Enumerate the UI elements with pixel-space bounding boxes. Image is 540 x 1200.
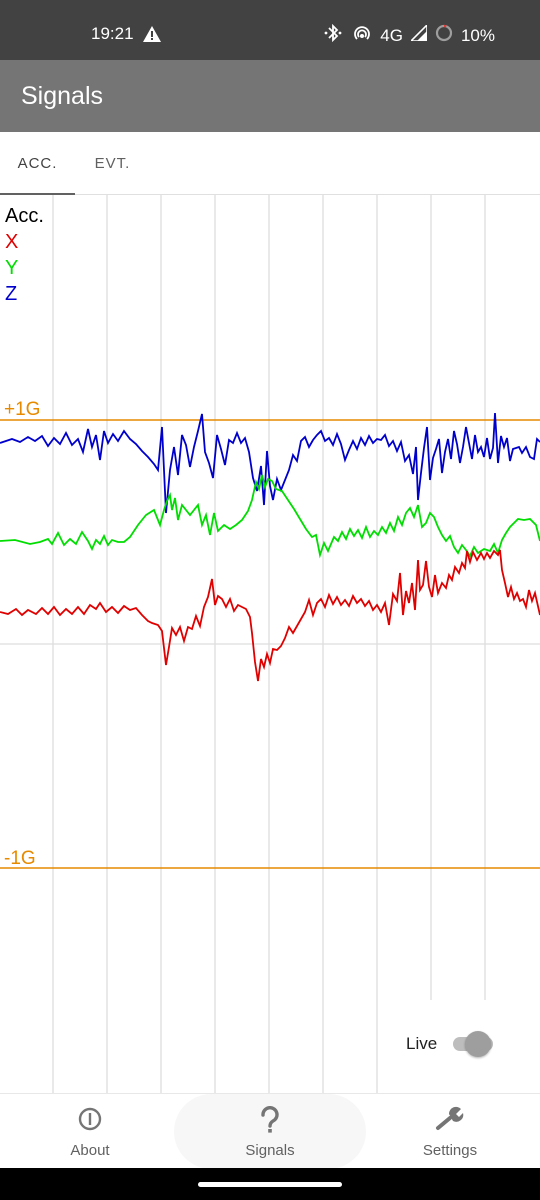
series-x-line <box>0 549 540 682</box>
legend-z: Z <box>5 283 18 305</box>
acceleration-chart: +1G -1G Acc. X Y Z <box>0 195 540 1093</box>
tab-bar: ACC. EVT. <box>0 132 540 195</box>
bluetooth-icon <box>324 23 344 47</box>
wrench-icon <box>360 1106 540 1134</box>
live-switch[interactable] <box>451 1030 495 1058</box>
tab-indicator <box>0 193 75 195</box>
battery-icon <box>435 24 453 47</box>
live-switch-thumb <box>465 1031 492 1057</box>
battery-level: 10% <box>460 25 495 45</box>
live-toggle-row: Live <box>406 1030 495 1058</box>
signal-icon <box>409 23 428 46</box>
legend-y: Y <box>5 257 19 279</box>
app-bar: Signals <box>0 60 540 132</box>
legend-title: Acc. <box>5 205 44 227</box>
home-gesture-handle[interactable] <box>198 1182 342 1187</box>
nav-signals-label: Signals <box>245 1142 295 1159</box>
legend-x: X <box>5 231 19 253</box>
nav-settings-label: Settings <box>422 1142 478 1159</box>
hotspot-icon <box>352 24 372 47</box>
question-icon <box>180 1106 360 1134</box>
alert-icon <box>143 26 161 47</box>
minus-1g-label: -1G <box>4 848 36 869</box>
nav-settings[interactable]: Settings <box>360 1094 540 1169</box>
grid <box>0 195 540 1093</box>
bottom-nav: About Signals Settings <box>0 1093 540 1169</box>
status-time: 19:21 <box>91 24 134 43</box>
nav-about-label: About <box>70 1142 110 1159</box>
info-icon <box>0 1106 180 1134</box>
network-type: 4G <box>380 25 403 45</box>
series-z-line <box>0 412 540 514</box>
series-y-line <box>0 474 540 559</box>
chart-legend: Acc. X Y Z <box>5 203 44 307</box>
nav-signals[interactable]: Signals <box>174 1094 366 1169</box>
tab-evt[interactable]: EVT. <box>94 155 131 172</box>
nav-about[interactable]: About <box>0 1094 180 1169</box>
page-title: Signals <box>21 82 103 110</box>
tab-acc[interactable]: ACC. <box>17 155 58 172</box>
plus-1g-label: +1G <box>4 399 40 420</box>
status-bar: 19:21 4G 10% <box>0 0 540 60</box>
live-label: Live <box>406 1034 438 1053</box>
gesture-bar <box>0 1168 540 1200</box>
